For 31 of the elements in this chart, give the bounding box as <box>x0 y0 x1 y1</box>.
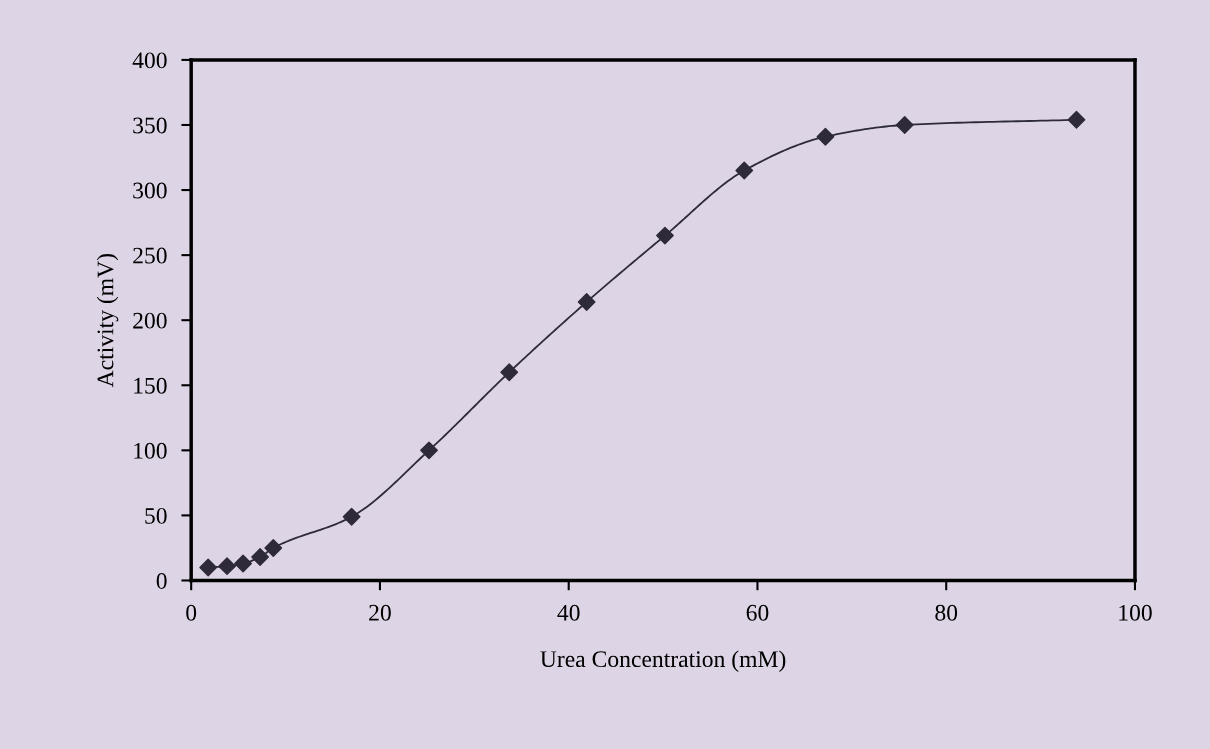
y-tick-label: 400 <box>132 52 167 69</box>
point <box>1067 110 1086 129</box>
x-tick-label: 80 <box>935 604 958 621</box>
point <box>234 554 253 573</box>
y-tick-label: 50 <box>145 507 167 524</box>
x-tick-label: 40 <box>557 604 580 621</box>
point <box>342 507 361 526</box>
x-axis-title: Urea Concentration (mM) <box>540 650 786 672</box>
y-tick-label: 0 <box>156 572 167 589</box>
point <box>264 539 283 557</box>
point <box>735 161 754 180</box>
y-tick-label: 100 <box>134 442 167 459</box>
point <box>895 116 914 134</box>
point <box>816 127 835 146</box>
point <box>656 226 674 245</box>
point <box>420 441 438 460</box>
y-tick-label: 150 <box>134 377 167 394</box>
point <box>500 363 519 382</box>
point <box>199 558 218 577</box>
y-axis-title: Activity (mV) <box>96 254 119 388</box>
y-tick-label: 350 <box>133 117 167 134</box>
x-tick-label: 60 <box>746 604 769 621</box>
point <box>251 548 269 566</box>
y-tick-label: 200 <box>133 312 167 329</box>
y-tick-label: 300 <box>133 182 167 199</box>
x-tick-label: 0 <box>186 604 197 621</box>
x-tick-label: 100 <box>1119 604 1152 621</box>
point <box>577 293 596 311</box>
y-tick-label: 250 <box>133 247 167 264</box>
x-tick-label: 20 <box>369 604 391 621</box>
point <box>218 557 236 576</box>
